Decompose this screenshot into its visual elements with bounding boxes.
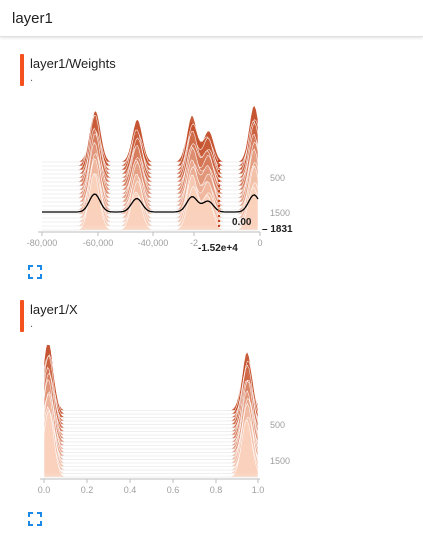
x-tick-label: 0.4 bbox=[124, 485, 137, 495]
histogram-layer bbox=[43, 406, 259, 474]
histogram-chart-x[interactable]: 0.0 0.2 0.4 0.6 0.8 1.0 500 1500 bbox=[0, 345, 423, 505]
x-tick-label: 0.6 bbox=[167, 485, 180, 495]
x-tick-label: -2 bbox=[190, 238, 198, 248]
histogram-layer bbox=[43, 417, 259, 471]
histogram-layer bbox=[43, 351, 259, 415]
histogram-layer bbox=[43, 364, 259, 429]
card-accent-bar bbox=[20, 300, 24, 332]
card-subtitle: . bbox=[30, 318, 34, 330]
histogram-layer bbox=[43, 366, 259, 436]
histogram-layer bbox=[43, 345, 259, 411]
histogram-layer bbox=[43, 378, 259, 432]
histogram-chart-weights[interactable]: -80,000 -60,000 -40,000 -2 0 500 1500 0.00 -1.52… bbox=[0, 100, 423, 260]
highlighted-step-line bbox=[42, 193, 259, 213]
card-title: layer1/X bbox=[30, 302, 78, 317]
histogram-layer bbox=[43, 356, 259, 422]
x-tick-label: 0.2 bbox=[81, 485, 94, 495]
card-accent-bar bbox=[20, 54, 24, 86]
histogram-layer bbox=[43, 387, 259, 446]
step-annotation: – 1831 bbox=[262, 224, 293, 235]
card-subtitle: . bbox=[30, 72, 34, 84]
histogram-layer bbox=[42, 104, 259, 163]
histogram-layer bbox=[43, 396, 259, 460]
histogram-layer bbox=[43, 380, 259, 443]
x-tick-label: 0.0 bbox=[38, 485, 51, 495]
x-tick-label: -80,000 bbox=[27, 238, 58, 248]
x-tick-label: 0 bbox=[257, 238, 262, 248]
histogram-layer bbox=[43, 410, 259, 478]
x-tick-label: 1.0 bbox=[252, 485, 265, 495]
y-tick-label: 1500 bbox=[270, 456, 290, 466]
fullscreen-icon[interactable] bbox=[28, 512, 42, 526]
page-header: layer1 bbox=[0, 0, 423, 37]
histogram-layer bbox=[42, 130, 259, 183]
card-title: layer1/Weights bbox=[30, 56, 116, 71]
histogram-layer bbox=[43, 372, 259, 439]
histogram-layer bbox=[43, 390, 259, 453]
x-annotation: -1.52e+4 bbox=[198, 243, 238, 254]
x-tick-label: 0.8 bbox=[210, 485, 223, 495]
x-tick-label: -60,000 bbox=[83, 238, 114, 248]
histogram-layer bbox=[42, 115, 259, 167]
x-tick-label: -40,000 bbox=[138, 238, 169, 248]
fullscreen-icon[interactable] bbox=[28, 265, 42, 279]
page-title: layer1 bbox=[12, 10, 53, 27]
value-annotation: 0.00 bbox=[232, 217, 252, 228]
y-tick-label: 1500 bbox=[270, 208, 290, 218]
histogram-layer bbox=[43, 398, 259, 457]
y-tick-label: 500 bbox=[270, 173, 285, 183]
y-tick-label: 500 bbox=[270, 420, 285, 430]
histogram-layer bbox=[43, 361, 259, 418]
